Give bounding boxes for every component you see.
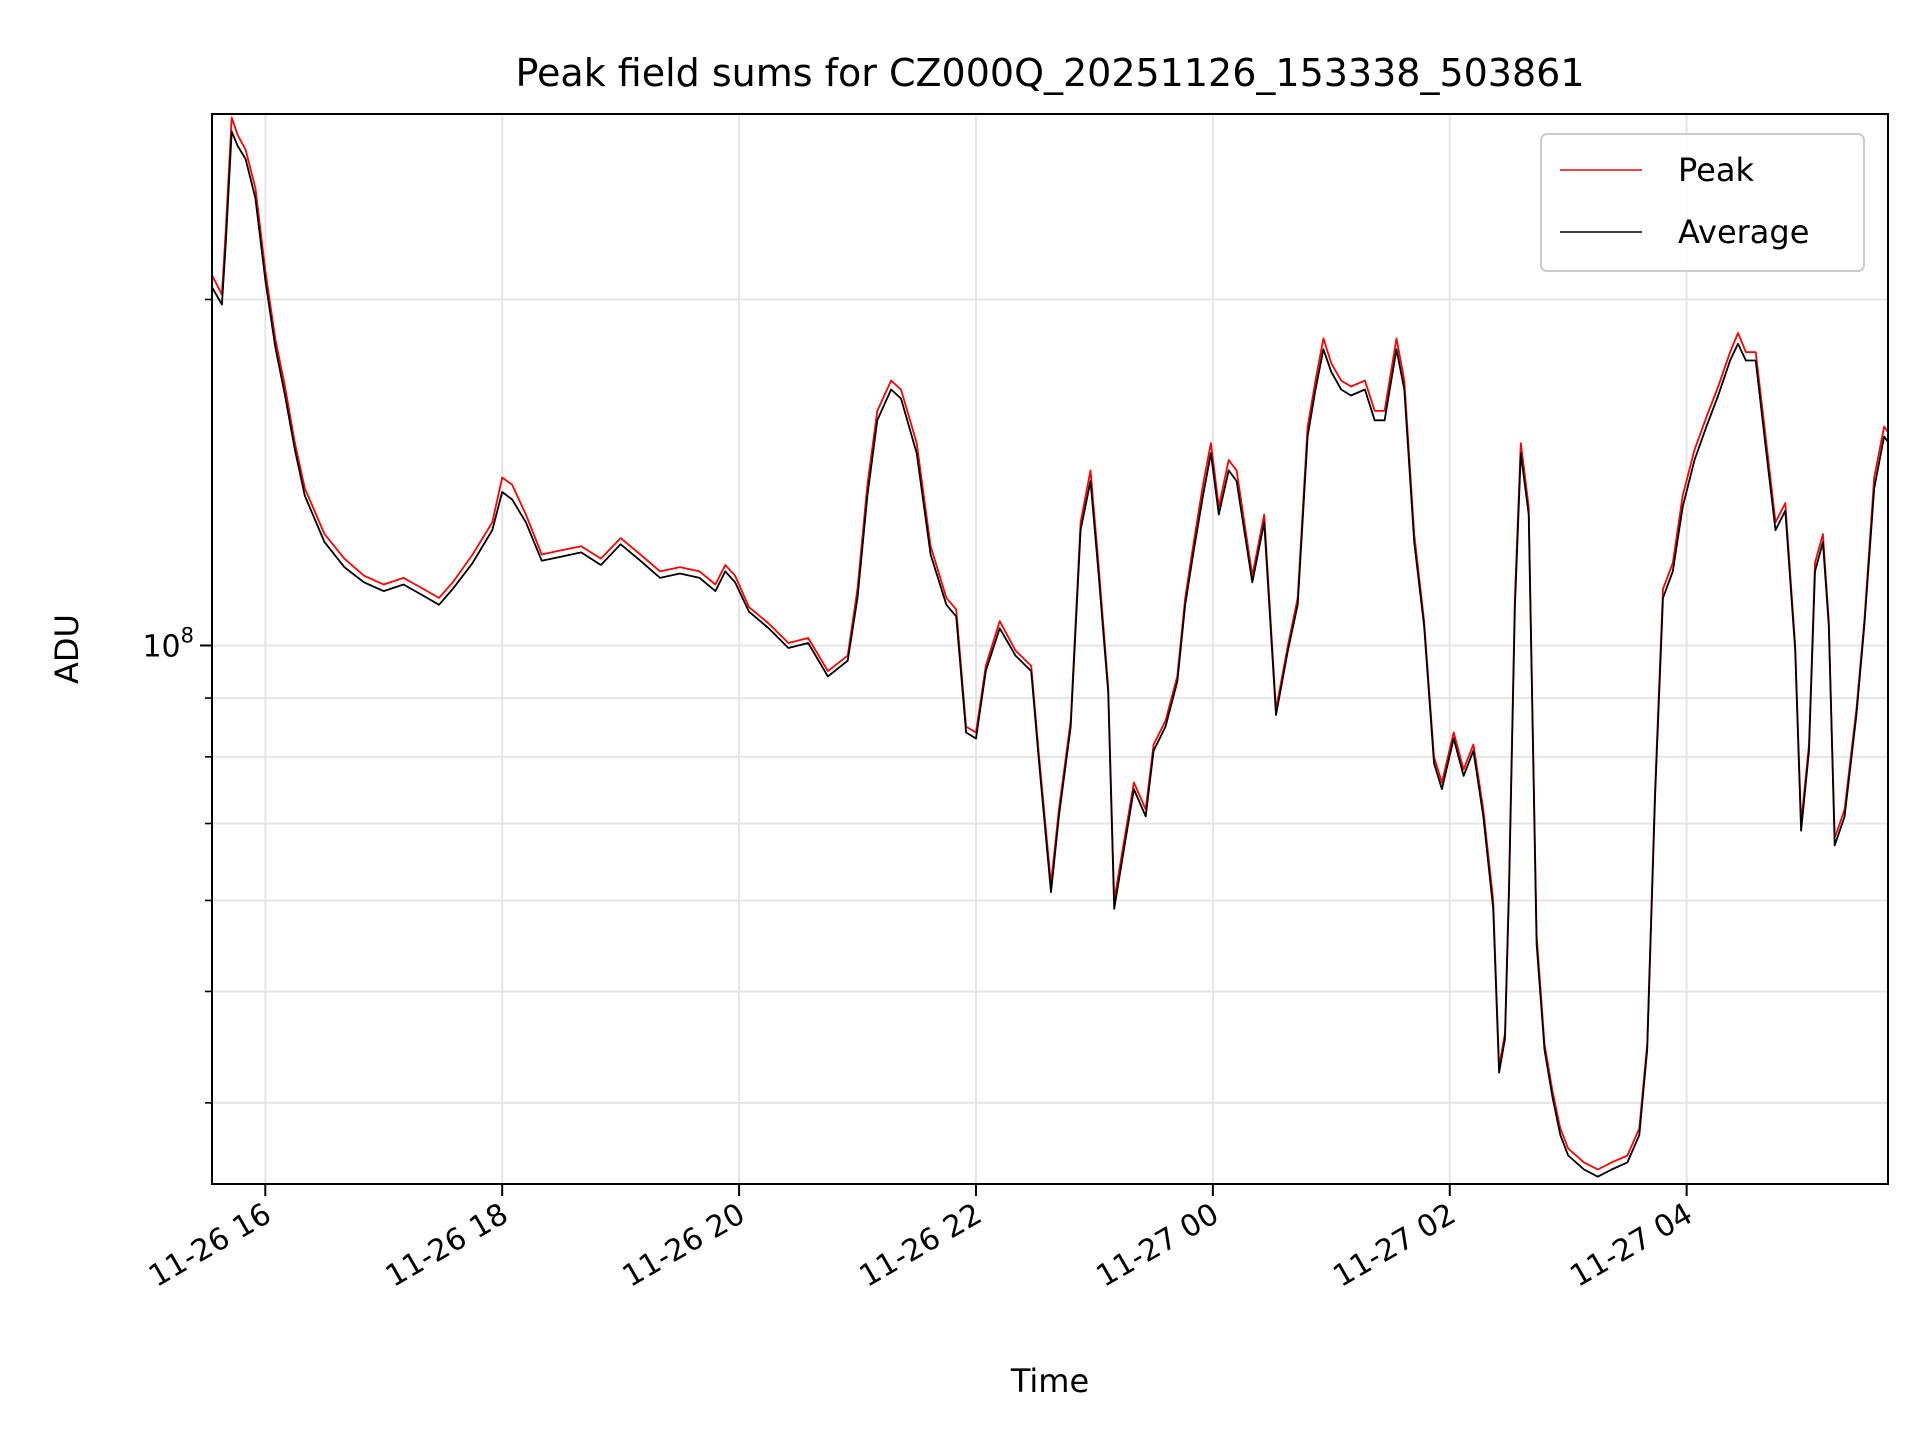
legend: Peak Average — [1540, 133, 1865, 272]
series-line-peak — [212, 116, 1888, 1171]
legend-box — [1540, 133, 1865, 272]
legend-label-average: Average — [1678, 213, 1809, 251]
grid-lines — [212, 114, 1888, 1184]
x-axis-label: Time — [1010, 1362, 1089, 1400]
series-layer — [212, 116, 1888, 1178]
y-tick-label-0: 108 — [142, 623, 194, 664]
plot-frame — [211, 113, 1889, 1185]
y-axis-ticks: 108 — [142, 298, 212, 1104]
legend-label-peak: Peak — [1678, 151, 1754, 189]
chart-title: Peak field sums for CZ000Q_20251126_1533… — [515, 51, 1584, 95]
series-line-average — [212, 130, 1888, 1178]
y-axis-label: ADU — [48, 614, 86, 684]
